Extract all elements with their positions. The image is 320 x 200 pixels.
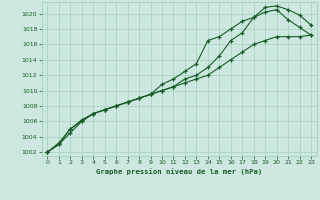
X-axis label: Graphe pression niveau de la mer (hPa): Graphe pression niveau de la mer (hPa) [96,168,262,175]
